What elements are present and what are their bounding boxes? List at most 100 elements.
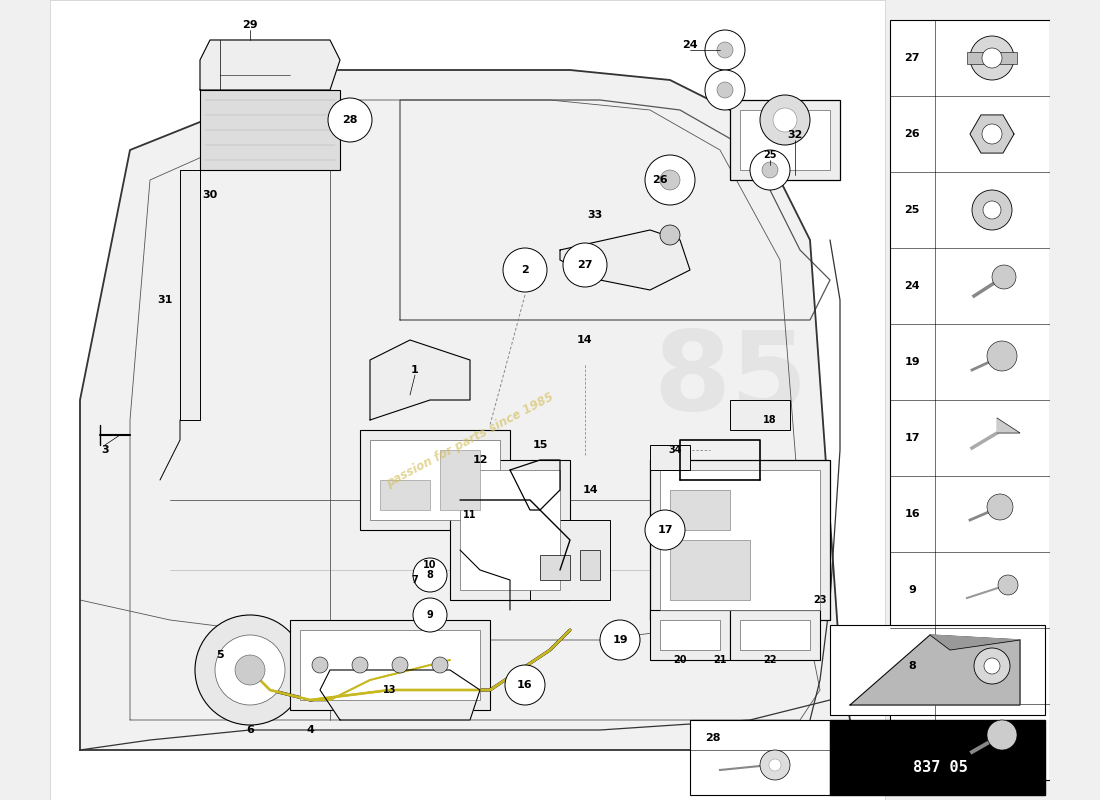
Circle shape: [312, 657, 328, 673]
Text: 24: 24: [682, 40, 697, 50]
Circle shape: [992, 265, 1016, 289]
Circle shape: [982, 48, 1002, 68]
Text: 14: 14: [582, 485, 597, 495]
Text: 1: 1: [411, 365, 419, 375]
Bar: [830, 625, 1045, 715]
Circle shape: [762, 162, 778, 178]
Text: 27: 27: [578, 260, 593, 270]
Circle shape: [235, 655, 265, 685]
Circle shape: [998, 575, 1018, 595]
Text: 32: 32: [788, 130, 803, 140]
Text: 25: 25: [904, 205, 920, 215]
Text: 29: 29: [242, 20, 257, 30]
Text: 26: 26: [904, 129, 920, 139]
Polygon shape: [180, 170, 200, 420]
Polygon shape: [560, 230, 690, 290]
Text: 17: 17: [904, 433, 920, 443]
Text: 16: 16: [904, 509, 920, 519]
Circle shape: [987, 494, 1013, 520]
Bar: [300, 630, 480, 700]
Text: 10: 10: [424, 560, 437, 570]
Bar: [360, 430, 510, 530]
Polygon shape: [850, 635, 1020, 705]
Text: 19: 19: [904, 357, 920, 367]
Bar: [650, 460, 830, 620]
Text: 7: 7: [411, 575, 418, 585]
Text: 25: 25: [763, 150, 777, 160]
Circle shape: [987, 341, 1018, 371]
Circle shape: [412, 598, 447, 632]
Circle shape: [717, 42, 733, 58]
Bar: [830, 720, 1045, 795]
Text: 837 05: 837 05: [913, 761, 967, 775]
Circle shape: [760, 95, 810, 145]
Text: 11: 11: [463, 510, 476, 520]
Circle shape: [600, 620, 640, 660]
Polygon shape: [970, 115, 1014, 153]
Circle shape: [970, 36, 1014, 80]
Circle shape: [214, 635, 285, 705]
Circle shape: [974, 648, 1010, 684]
Bar: [650, 445, 690, 470]
Polygon shape: [370, 340, 470, 420]
Bar: [690, 720, 830, 795]
Bar: [740, 110, 830, 170]
Text: 13: 13: [383, 685, 397, 695]
Circle shape: [645, 155, 695, 205]
Polygon shape: [930, 635, 1020, 650]
Text: 4: 4: [306, 725, 313, 735]
Text: 16: 16: [517, 680, 532, 690]
Polygon shape: [200, 40, 340, 90]
Bar: [890, 20, 1050, 780]
Bar: [370, 440, 500, 520]
Text: 26: 26: [652, 175, 668, 185]
Bar: [967, 52, 1018, 64]
Text: 12: 12: [472, 455, 487, 465]
Text: 8: 8: [427, 570, 433, 580]
Text: 15: 15: [532, 440, 548, 450]
Text: 28: 28: [342, 115, 358, 125]
Bar: [460, 470, 560, 590]
Text: 31: 31: [157, 295, 173, 305]
Polygon shape: [80, 70, 850, 750]
Polygon shape: [320, 670, 480, 720]
Text: 85: 85: [652, 326, 807, 434]
Text: 5: 5: [217, 650, 223, 660]
Bar: [730, 100, 840, 180]
Bar: [730, 610, 820, 660]
Circle shape: [195, 615, 305, 725]
Bar: [650, 610, 730, 660]
Text: 30: 30: [202, 190, 218, 200]
Bar: [580, 550, 600, 580]
Text: 3: 3: [101, 445, 109, 455]
Text: passion for parts since 1985: passion for parts since 1985: [384, 390, 556, 490]
Text: 9: 9: [909, 585, 916, 595]
Text: 23: 23: [813, 595, 827, 605]
Text: 19: 19: [613, 635, 628, 645]
Text: 33: 33: [587, 210, 603, 220]
Text: 2: 2: [521, 265, 529, 275]
Circle shape: [972, 190, 1012, 230]
Circle shape: [503, 248, 547, 292]
Circle shape: [717, 82, 733, 98]
Circle shape: [328, 98, 372, 142]
Circle shape: [645, 510, 685, 550]
Text: 27: 27: [904, 53, 920, 63]
Bar: [540, 555, 570, 580]
Bar: [660, 470, 820, 610]
Circle shape: [412, 558, 447, 592]
Circle shape: [660, 225, 680, 245]
Text: 8: 8: [909, 661, 916, 671]
Circle shape: [983, 201, 1001, 219]
Circle shape: [505, 665, 544, 705]
Polygon shape: [997, 418, 1020, 433]
Text: 18: 18: [763, 415, 777, 425]
Circle shape: [705, 30, 745, 70]
Circle shape: [563, 243, 607, 287]
Circle shape: [984, 658, 1000, 674]
Text: 34: 34: [669, 445, 682, 455]
Bar: [730, 400, 790, 430]
Circle shape: [982, 124, 1002, 144]
Circle shape: [760, 750, 790, 780]
Text: 14: 14: [578, 335, 593, 345]
